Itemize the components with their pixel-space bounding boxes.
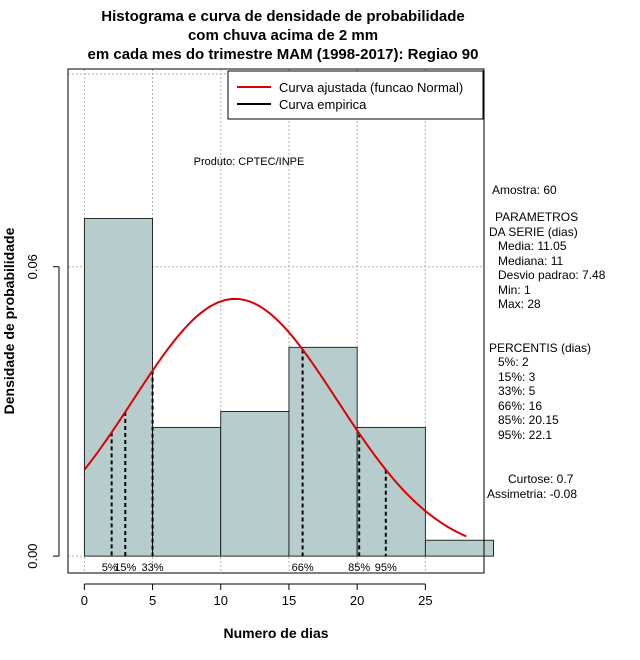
percentile-label-5: 5%: [102, 562, 118, 574]
legend-fitted-label: Curva ajustada (funcao Normal): [279, 80, 463, 95]
x-axis-label: Numero de dias: [223, 625, 328, 641]
percentile-label-33: 33%: [142, 562, 164, 574]
stat-std-dev: Desvio padrao: 7.48: [498, 268, 606, 282]
histogram-bars: [83, 218, 494, 557]
chart-title-line-1: Histograma e curva de densidade de proba…: [101, 8, 464, 25]
x-tick-label-0: 0: [81, 593, 88, 608]
stat-max: Max: 28: [498, 297, 541, 311]
stat-p85: 85%: 20.15: [498, 413, 559, 427]
x-tick-label-20: 20: [350, 593, 364, 608]
stat-params-heading-2: DA SERIE (dias): [489, 225, 578, 239]
stat-p15: 15%: 3: [498, 370, 536, 384]
y-axis-label: Densidade de probabilidade: [1, 227, 17, 414]
histogram-bar-4: [356, 426, 426, 557]
y-tick-label-0: 0.00: [25, 543, 40, 568]
stat-kurtosis: Curtose: 0.7: [508, 472, 574, 486]
x-tick-label-15: 15: [282, 593, 296, 608]
x-tick-label-5: 5: [149, 593, 156, 608]
x-axis: 0 5 10 15 20 25: [81, 583, 433, 608]
percentile-label-66: 66%: [292, 562, 314, 574]
histogram-bar-1: [152, 426, 222, 557]
y-tick-label-1: 0.06: [25, 254, 40, 279]
stat-percentiles-heading: PERCENTIS (dias): [489, 341, 591, 355]
stat-min: Min: 1: [498, 283, 531, 297]
x-tick-label-25: 25: [418, 593, 432, 608]
percentile-labels: 5%15% 33% 66% 85% 95%: [102, 562, 397, 574]
stat-mean: Media: 11.05: [498, 239, 567, 253]
y-axis: 0.00 0.06: [25, 254, 60, 569]
chart-title-line-3: em cada mes do trimestre MAM (1998-2017)…: [88, 46, 479, 63]
percentile-label-95: 95%: [375, 562, 397, 574]
stat-p66: 66%: 16: [498, 399, 542, 413]
stat-params-heading-1: PARAMETROS: [495, 210, 578, 224]
stat-p5: 5%: 2: [498, 355, 529, 369]
stat-p95: 95%: 22.1: [498, 428, 552, 442]
percentile-label-15: 15%: [114, 562, 136, 574]
product-annotation: Produto: CPTEC/INPE: [194, 156, 305, 168]
stat-skewness: Assimetria: -0.08: [487, 487, 577, 501]
legend-box: [227, 70, 484, 120]
statistics-panel: Amostra: 60 PARAMETROS DA SERIE (dias) M…: [487, 183, 606, 501]
percentile-lines: [110, 349, 387, 557]
histogram-bar-2: [220, 411, 290, 557]
percentile-label-85: 85%: [348, 562, 370, 574]
stat-p33: 33%: 5: [498, 384, 536, 398]
histogram-bar-5: [424, 539, 494, 557]
fitted-normal-curve: [83, 297, 467, 538]
legend: Curva ajustada (funcao Normal) Curva emp…: [227, 70, 484, 120]
stat-median: Mediana: 11: [498, 254, 563, 268]
legend-empirical-label: Curva empirica: [279, 97, 367, 112]
stat-sample: Amostra: 60: [492, 183, 557, 197]
x-tick-label-10: 10: [214, 593, 228, 608]
plot-border: [67, 68, 485, 574]
chart-title-line-2: com chuva acima de 2 mm: [188, 27, 378, 44]
